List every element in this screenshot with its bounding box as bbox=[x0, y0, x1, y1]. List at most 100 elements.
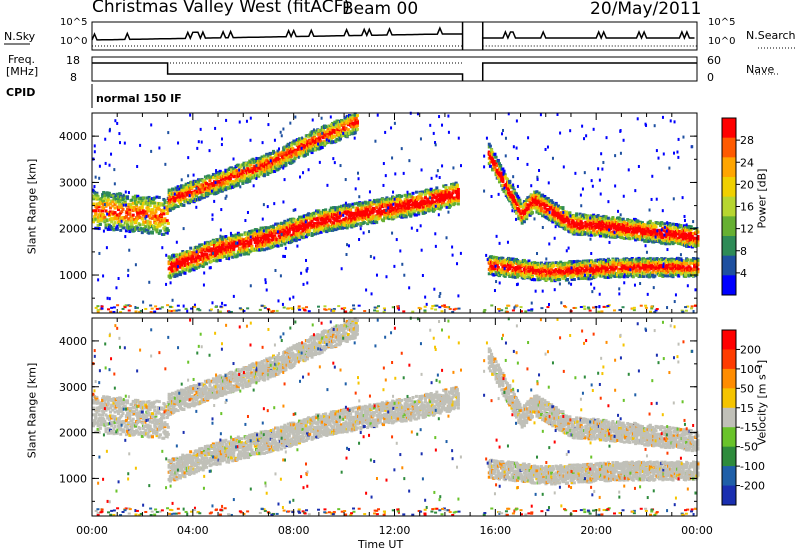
power-cell bbox=[270, 231, 274, 235]
power-cell bbox=[302, 235, 306, 239]
power-cell bbox=[262, 234, 266, 238]
power-cell bbox=[230, 252, 234, 256]
power-cell bbox=[103, 194, 107, 198]
power-cell bbox=[99, 218, 103, 222]
power-cell bbox=[372, 207, 376, 211]
power-cell bbox=[110, 193, 114, 197]
power-cell bbox=[296, 217, 300, 221]
power-cell bbox=[282, 239, 286, 243]
power-cell bbox=[262, 174, 266, 178]
power-cell bbox=[318, 228, 322, 232]
power-cell bbox=[116, 208, 120, 212]
power-cell bbox=[161, 222, 165, 226]
power-cell bbox=[163, 225, 167, 229]
power-cell bbox=[277, 224, 281, 228]
power-cell bbox=[181, 250, 185, 254]
power-cell bbox=[119, 228, 123, 232]
power-cell bbox=[252, 238, 256, 242]
power-cell bbox=[155, 228, 159, 232]
power-cell bbox=[259, 236, 263, 240]
power-cell bbox=[309, 226, 313, 230]
power-cell bbox=[216, 243, 220, 247]
power-cell bbox=[114, 197, 118, 201]
power-cell bbox=[139, 210, 143, 214]
power-cell bbox=[346, 210, 350, 214]
power-cell bbox=[128, 209, 132, 213]
power-cell bbox=[233, 240, 237, 244]
power-cell bbox=[338, 225, 342, 229]
power-cell bbox=[211, 255, 215, 259]
power-cell bbox=[92, 202, 95, 206]
power-cell bbox=[150, 216, 154, 220]
power-cell bbox=[103, 215, 107, 219]
power-cell bbox=[248, 232, 252, 236]
power-cell bbox=[320, 216, 324, 220]
power-cell bbox=[383, 216, 387, 220]
power-cell bbox=[358, 202, 362, 206]
power-cell bbox=[360, 217, 364, 221]
power-cell bbox=[146, 219, 150, 223]
power-cell bbox=[164, 231, 168, 235]
power-cell bbox=[336, 226, 340, 230]
power-cell bbox=[346, 206, 350, 210]
power-cell bbox=[310, 219, 314, 223]
power-cell bbox=[190, 260, 194, 264]
power-cell bbox=[148, 220, 152, 224]
power-cell bbox=[118, 202, 122, 206]
power-cell bbox=[336, 219, 340, 223]
power-cell bbox=[371, 217, 375, 221]
power-cell bbox=[244, 239, 248, 243]
power-cell bbox=[127, 217, 131, 221]
power-cell bbox=[321, 221, 325, 225]
power-cell bbox=[161, 220, 165, 224]
power-cell bbox=[240, 233, 244, 237]
power-cell bbox=[102, 200, 106, 204]
power-cell bbox=[223, 252, 227, 256]
power-cell bbox=[319, 230, 323, 234]
power-cell bbox=[216, 238, 220, 242]
power-cell bbox=[290, 221, 294, 225]
power-cell bbox=[101, 193, 105, 197]
power-cell bbox=[332, 210, 336, 214]
power-cell bbox=[158, 223, 162, 227]
power-cell bbox=[287, 230, 291, 234]
power-cell bbox=[353, 131, 357, 135]
power-cell bbox=[157, 215, 161, 219]
power-cell bbox=[135, 218, 139, 222]
power-cell bbox=[368, 209, 372, 213]
power-cell bbox=[248, 229, 252, 233]
power-cell bbox=[103, 192, 107, 196]
power-cell bbox=[371, 214, 375, 218]
power-cell bbox=[215, 240, 219, 244]
power-cell bbox=[363, 204, 367, 208]
power-cell bbox=[173, 274, 177, 278]
power-cell bbox=[253, 234, 257, 238]
power-cell bbox=[261, 226, 265, 230]
power-cell bbox=[349, 203, 353, 207]
power-cell bbox=[244, 232, 248, 236]
power-cell bbox=[268, 244, 272, 248]
power-cell bbox=[136, 194, 140, 198]
power-cell bbox=[140, 206, 144, 210]
power-cell bbox=[218, 238, 222, 242]
power-cell bbox=[580, 221, 584, 225]
power-cell bbox=[115, 217, 119, 221]
power-cell bbox=[114, 215, 118, 219]
power-cell bbox=[141, 196, 145, 200]
power-cell bbox=[183, 271, 187, 275]
power-cell bbox=[231, 255, 235, 259]
power-cell bbox=[301, 222, 305, 226]
power-cell bbox=[154, 221, 158, 225]
power-cell bbox=[140, 199, 144, 203]
power-cell bbox=[264, 240, 268, 244]
power-cell bbox=[375, 209, 379, 213]
power-cell bbox=[283, 219, 287, 223]
power-cell bbox=[153, 204, 157, 208]
power-cell bbox=[368, 199, 372, 203]
power-cell bbox=[177, 257, 181, 261]
power-cell bbox=[163, 217, 167, 221]
power-cell bbox=[160, 216, 164, 220]
power-cell bbox=[567, 220, 571, 224]
power-cell bbox=[218, 255, 222, 259]
power-cell bbox=[113, 211, 117, 215]
